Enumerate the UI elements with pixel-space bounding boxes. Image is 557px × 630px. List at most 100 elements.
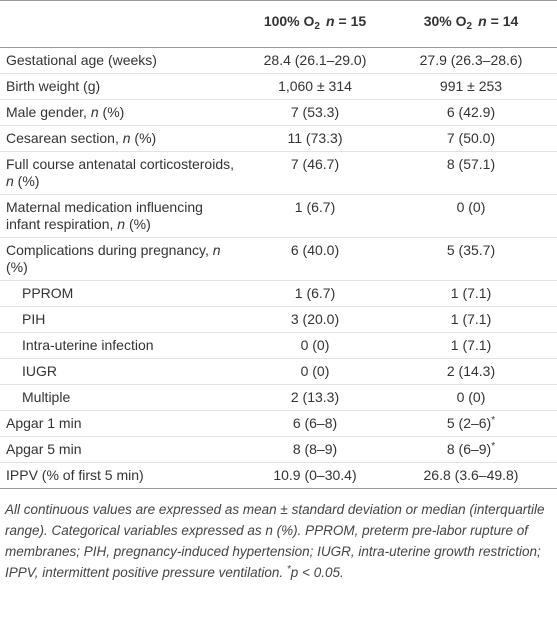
- text: p < 0.05.: [290, 565, 344, 580]
- value-cell: 2 (14.3): [385, 358, 557, 385]
- italic-text: n: [478, 13, 487, 29]
- value-cell: 0 (0): [245, 332, 385, 359]
- table-row: Apgar 1 min 6 (6–8) 5 (2–6)*: [0, 410, 557, 437]
- table-row: Full course antenatal corticosteroids, n…: [0, 151, 557, 195]
- text: 3 (20.0): [290, 311, 340, 327]
- value-cell: 7 (46.7): [245, 151, 385, 195]
- text: IPPV (% of first 5 min): [6, 467, 144, 483]
- text: 0 (0): [300, 363, 330, 379]
- text: Full course antenatal corticosteroids,: [6, 156, 234, 172]
- row-label: Complications during pregnancy, n (%): [0, 237, 245, 281]
- italic-text: n: [90, 104, 99, 120]
- text: = 15: [338, 13, 367, 29]
- text: 7 (50.0): [446, 130, 496, 146]
- table-row: Complications during pregnancy, n (%) 6 (…: [0, 237, 557, 281]
- row-label: Gestational age (weeks): [0, 47, 245, 74]
- text: 1 (7.1): [450, 285, 492, 301]
- superscript: *: [286, 564, 291, 575]
- header-cell: [0, 0, 245, 48]
- row-label: Apgar 1 min: [0, 410, 245, 437]
- italic-text: n: [212, 242, 221, 258]
- italic-text: n: [117, 216, 126, 232]
- text: PIH: [22, 311, 46, 327]
- text: 1 (6.7): [294, 285, 336, 301]
- value-cell: 1 (7.1): [385, 332, 557, 359]
- value-cell: 7 (53.3): [245, 99, 385, 126]
- table-row: Maternal medication influencing infant r…: [0, 194, 557, 238]
- table-row: PPROM 1 (6.7) 1 (7.1): [0, 280, 557, 307]
- text: 6 (6–8): [292, 415, 338, 431]
- text: 2 (13.3): [290, 389, 340, 405]
- text: Gestational age (weeks): [6, 52, 157, 68]
- row-label: Birth weight (g): [0, 73, 245, 100]
- text: Apgar 5 min: [6, 441, 82, 457]
- data-table: 100% O2 n = 15 30% O2 n = 14 Gestational age …: [0, 0, 557, 489]
- header-row: 100% O2 n = 15 30% O2 n = 14: [0, 0, 557, 48]
- text: 1,060 ± 314: [278, 78, 352, 94]
- table-row: PIH 3 (20.0) 1 (7.1): [0, 306, 557, 333]
- table-row: Male gender, n (%) 7 (53.3) 6 (42.9): [0, 99, 557, 126]
- footnote: All continuous values are expressed as m…: [5, 499, 551, 583]
- table-row: Apgar 5 min 8 (8–9) 8 (6–9)*: [0, 436, 557, 463]
- text: 0 (0): [300, 337, 330, 353]
- value-cell: 28.4 (26.1–29.0): [245, 47, 385, 74]
- value-cell: 5 (35.7): [385, 237, 557, 281]
- value-cell: 3 (20.0): [245, 306, 385, 333]
- row-label: Intra-uterine infection: [0, 332, 245, 359]
- table-row: Birth weight (g) 1,060 ± 314 991 ± 253: [0, 73, 557, 100]
- value-cell: 1,060 ± 314: [245, 73, 385, 100]
- text: 8 (6–9): [446, 441, 492, 457]
- text: Maternal medication influencing infant r…: [6, 199, 203, 232]
- value-cell: 991 ± 253: [385, 73, 557, 100]
- value-cell: 1 (7.1): [385, 280, 557, 307]
- value-cell: 2 (13.3): [245, 384, 385, 411]
- text: All continuous values are expressed as m…: [5, 502, 545, 580]
- text: 10.9 (0–30.4): [273, 467, 357, 483]
- value-cell: 27.9 (26.3–28.6): [385, 47, 557, 74]
- value-cell: 6 (6–8): [245, 410, 385, 437]
- header-cell: 100% O2 n = 15: [245, 0, 385, 48]
- text: 7 (46.7): [290, 156, 340, 172]
- table-body: Gestational age (weeks) 28.4 (26.1–29.0) 2…: [0, 47, 557, 489]
- text: 991 ± 253: [439, 78, 503, 94]
- table-row: Intra-uterine infection 0 (0) 1 (7.1): [0, 332, 557, 359]
- text: (%): [13, 173, 40, 189]
- row-label: Apgar 5 min: [0, 436, 245, 463]
- row-label: Full course antenatal corticosteroids, n…: [0, 151, 245, 195]
- text: Intra-uterine infection: [22, 337, 154, 353]
- text: (%): [130, 130, 157, 146]
- text: 27.9 (26.3–28.6): [419, 52, 523, 68]
- superscript: *: [491, 415, 496, 426]
- text: 5 (35.7): [446, 242, 496, 258]
- text: 1 (7.1): [450, 337, 492, 353]
- table-row: Cesarean section, n (%) 11 (73.3) 7 (50.0): [0, 125, 557, 152]
- text: Male gender,: [6, 104, 91, 120]
- text: Apgar 1 min: [6, 415, 82, 431]
- text: Birth weight (g): [6, 78, 101, 94]
- row-label: Cesarean section, n (%): [0, 125, 245, 152]
- table-row: Multiple 2 (13.3) 0 (0): [0, 384, 557, 411]
- text: (%): [98, 104, 125, 120]
- text: Cesarean section,: [6, 130, 123, 146]
- value-cell: 7 (50.0): [385, 125, 557, 152]
- text: (%): [6, 259, 28, 275]
- text: 8 (8–9): [292, 441, 338, 457]
- text: = 14: [490, 13, 519, 29]
- row-label: Multiple: [0, 384, 245, 411]
- value-cell: 1 (6.7): [245, 280, 385, 307]
- value-cell: 6 (40.0): [245, 237, 385, 281]
- text: 1 (7.1): [450, 311, 492, 327]
- row-label: Maternal medication influencing infant r…: [0, 194, 245, 238]
- table-row: Gestational age (weeks) 28.4 (26.1–29.0) 2…: [0, 47, 557, 74]
- value-cell: 6 (42.9): [385, 99, 557, 126]
- text: 6 (40.0): [290, 242, 340, 258]
- value-cell: 5 (2–6)*: [385, 410, 557, 437]
- value-cell: 8 (57.1): [385, 151, 557, 195]
- row-label: PIH: [0, 306, 245, 333]
- text: 7 (53.3): [290, 104, 340, 120]
- text: 26.8 (3.6–49.8): [423, 467, 519, 483]
- row-label: Male gender, n (%): [0, 99, 245, 126]
- text: Multiple: [22, 389, 71, 405]
- text: 8 (57.1): [446, 156, 496, 172]
